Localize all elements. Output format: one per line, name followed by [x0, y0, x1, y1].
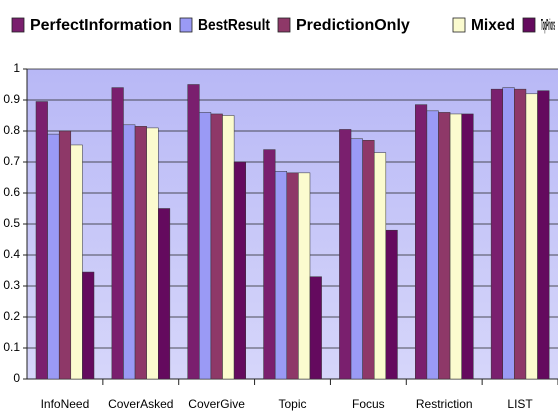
y-tick-label: 0.4 [3, 247, 20, 261]
bar [123, 124, 136, 380]
bar [70, 144, 83, 380]
bar [134, 126, 147, 380]
bar [362, 140, 375, 380]
bar [111, 87, 124, 380]
y-tick-label: 0.5 [3, 216, 20, 230]
legend-swatch [179, 17, 193, 33]
legend-label: PredictionOnly [296, 17, 410, 34]
y-tick-label: 1 [13, 61, 20, 75]
bar [146, 127, 159, 380]
y-tick-label: 0.6 [3, 185, 20, 199]
x-tick-label: InfoNeed [41, 397, 90, 411]
y-tick-label: 0 [13, 371, 20, 385]
bar [263, 149, 276, 380]
bar [82, 271, 95, 380]
y-tick-label: 0.9 [3, 92, 20, 106]
bar [233, 161, 246, 380]
bar [309, 276, 322, 380]
y-tick-label: 0.8 [3, 123, 20, 137]
bar [350, 138, 363, 380]
legend-swatch [452, 17, 466, 33]
bar [35, 101, 48, 380]
bar [385, 229, 398, 380]
bar [525, 93, 538, 380]
bar [490, 88, 503, 380]
bar [438, 112, 451, 380]
y-tick-label: 0.7 [3, 154, 20, 168]
bar [373, 152, 387, 380]
legend-label: BestResult [198, 17, 271, 34]
bar [514, 88, 527, 380]
y-tick-label: 0.1 [3, 340, 20, 354]
bar [199, 112, 212, 380]
bar [210, 113, 223, 380]
bar [58, 130, 72, 380]
x-tick-label: Focus [352, 397, 385, 411]
bar [537, 90, 550, 380]
legend-swatch [11, 17, 25, 33]
legend-label: PerfectInformation [30, 17, 172, 34]
x-tick-label: Restriction [416, 397, 473, 411]
bar [222, 115, 235, 380]
bar [426, 110, 439, 380]
bar [187, 84, 200, 380]
bar [286, 172, 299, 380]
bar [47, 133, 60, 380]
legend-label: TopPriors [541, 17, 555, 34]
bar [449, 113, 462, 380]
x-tick-label: CoverAsked [108, 397, 173, 411]
x-tick-label: CoverGive [188, 397, 245, 411]
bar [502, 87, 515, 380]
bar [298, 172, 311, 380]
x-tick-label: Topic [278, 397, 306, 411]
legend-swatch [522, 17, 536, 33]
y-tick-label: 0.3 [3, 278, 20, 292]
bar [339, 129, 352, 380]
legend-swatch [277, 17, 291, 33]
bar [461, 113, 474, 380]
bar [158, 208, 171, 380]
legend-label: Mixed [471, 17, 515, 34]
bar [415, 104, 428, 380]
bar [274, 171, 288, 380]
x-tick-label: LIST [507, 397, 533, 411]
y-tick-label: 0.2 [3, 309, 20, 323]
